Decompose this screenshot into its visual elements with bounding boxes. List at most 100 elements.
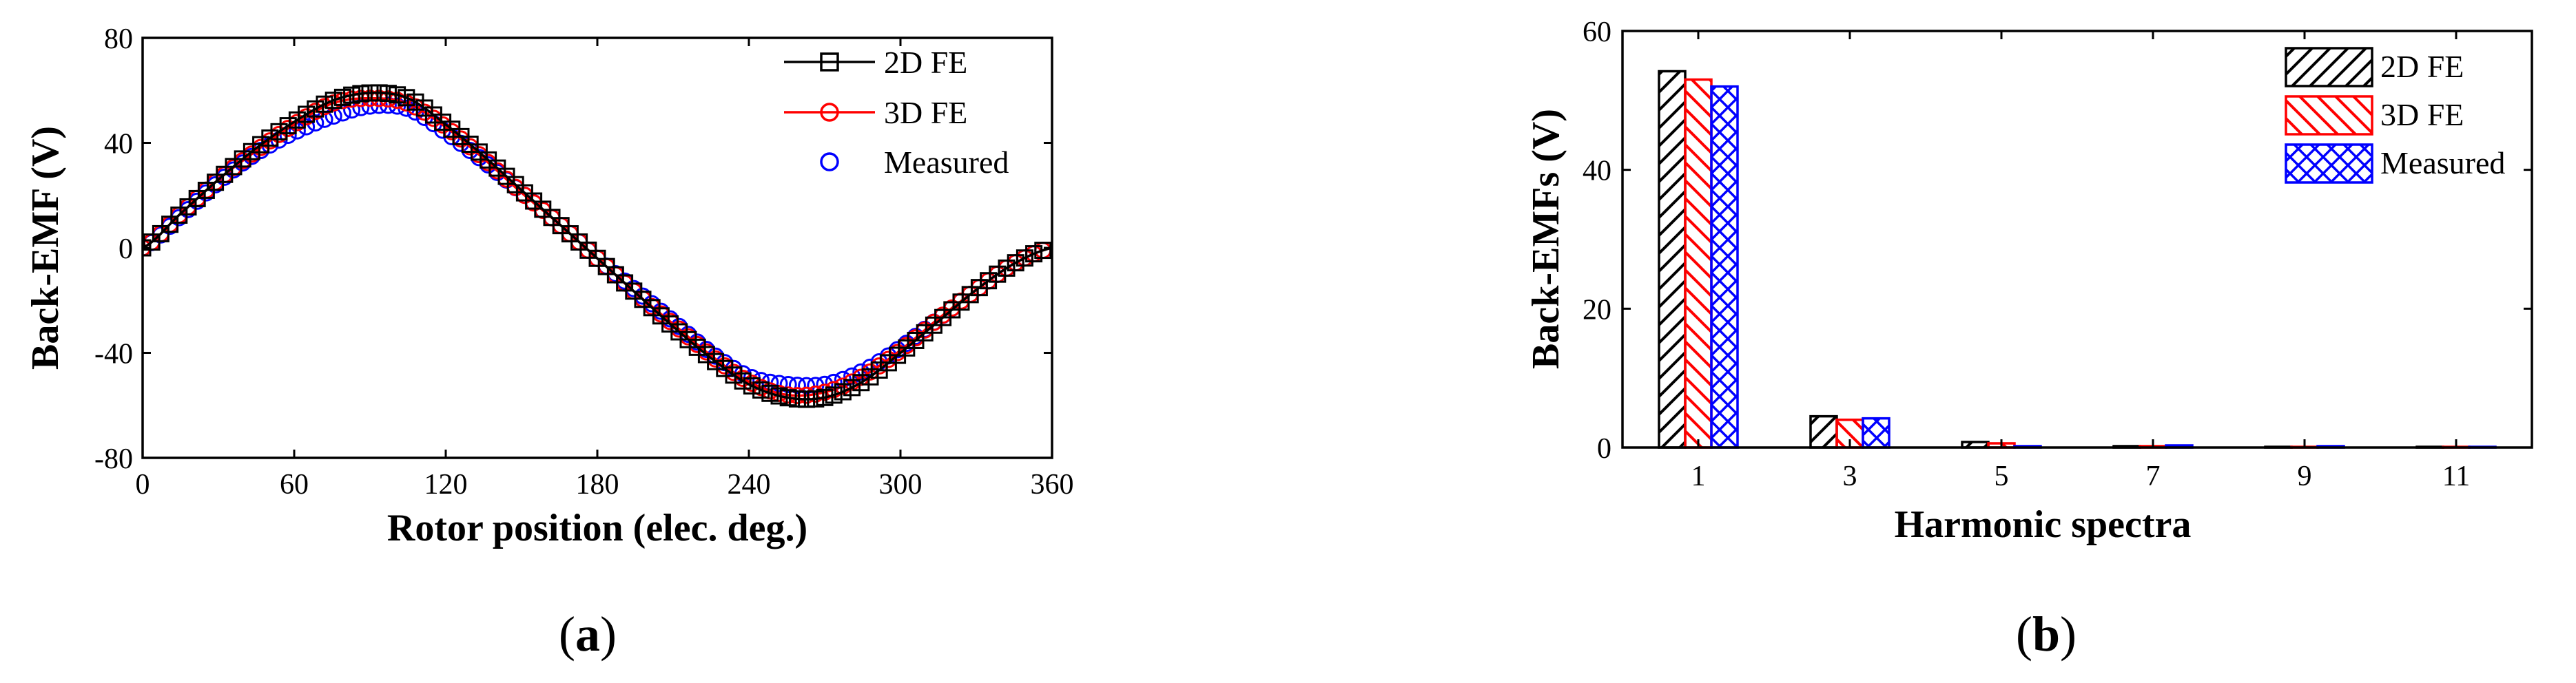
data-point-2d-fe [1025, 245, 1043, 263]
data-point-2d-fe [361, 84, 379, 102]
legend-b-label-measured: Measured [2380, 145, 2505, 180]
data-point-2d-fe [370, 84, 388, 102]
data-point-2d-fe [734, 372, 752, 390]
data-point-2d-fe [779, 389, 797, 407]
chart-b-x-axis-title: Harmonic spectra [1895, 503, 2192, 546]
legend-a-marker-measured [820, 152, 839, 171]
data-point-2d-fe [761, 384, 779, 402]
a-x-tick-label: 0 [136, 469, 150, 501]
panel-label-b: (b) [2016, 607, 2077, 662]
legend-b-swatch-3d-fe [2285, 95, 2373, 136]
a-x-tick-label: 120 [424, 469, 468, 501]
data-point-2d-fe [288, 111, 306, 129]
data-point-2d-fe [152, 224, 169, 242]
b-x-tick-label: 5 [1995, 461, 2009, 492]
a-x-tick-label: 300 [879, 469, 923, 501]
b-x-tick-label: 7 [2146, 461, 2161, 492]
data-point-2d-fe [316, 95, 333, 113]
data-point-measured [788, 377, 806, 395]
legend-a-label-2d-fe: 2D FE [884, 45, 967, 80]
bar-2d-fe-h1 [1658, 70, 1687, 449]
b-y-tick-label: 20 [1583, 294, 1611, 326]
data-point-2d-fe [352, 85, 370, 103]
chart-b-plot-frame [1621, 30, 2533, 449]
chart-a-legend: 2D FE 3D FE Measured [784, 45, 1009, 180]
chart-a: 0 60 120 180 240 300 360 -80 -40 0 40 80 Rotor posi… [24, 23, 1074, 549]
a-x-tick-label: 180 [576, 469, 619, 501]
data-point-2d-fe [843, 379, 861, 397]
series-line-2d-fe [143, 92, 1052, 401]
legend-a-label-measured: Measured [884, 145, 1009, 180]
data-point-2d-fe [161, 216, 179, 233]
data-point-2d-fe [807, 390, 825, 408]
chart-a-x-axis-title: Rotor position (elec. deg.) [387, 507, 807, 549]
chart-a-series-layer [143, 84, 1052, 408]
a-y-tick-label: 80 [104, 23, 133, 55]
legend-b-item-3d-fe: 3D FE [2285, 95, 2464, 136]
data-point-2d-fe [834, 383, 852, 401]
chart-b-legend: 2D FE 3D FE Measured [2285, 47, 2505, 184]
data-point-2d-fe [270, 123, 288, 140]
legend-b-label-2d-fe: 2D FE [2380, 49, 2464, 84]
a-x-tick-label: 240 [728, 469, 771, 501]
b-x-tick-label: 11 [2442, 461, 2470, 492]
chart-b-bars-layer [1658, 70, 2497, 449]
a-y-tick-label: -80 [94, 443, 133, 475]
data-point-2d-fe [406, 93, 424, 111]
data-point-2d-fe [752, 381, 770, 399]
data-point-2d-fe [989, 265, 1007, 283]
b-y-tick-label: 0 [1597, 433, 1611, 465]
data-point-2d-fe [770, 387, 788, 405]
chart-a-ticks: 0 60 120 180 240 300 360 -80 -40 0 40 80 [94, 23, 1074, 501]
legend-a-marker-3d-fe [820, 103, 839, 122]
chart-a-y-axis-title: Back-EMF (V) [24, 126, 67, 370]
legend-b-label-3d-fe: 3D FE [2380, 97, 2464, 132]
panel-label-a: (a) [559, 607, 617, 662]
legend-a-label-3d-fe: 3D FE [884, 95, 967, 130]
a-y-tick-label: 0 [119, 233, 133, 265]
bar-3d-fe-h1 [1684, 78, 1713, 449]
b-y-tick-label: 60 [1583, 17, 1611, 48]
data-point-2d-fe [279, 117, 297, 135]
legend-a-item-3d-fe: 3D FE [784, 95, 967, 130]
data-point-2d-fe [398, 89, 415, 107]
data-point-2d-fe [825, 386, 843, 404]
bar-measured-h3 [1862, 417, 1890, 449]
a-y-tick-label: -40 [94, 339, 133, 370]
data-point-2d-fe [1034, 242, 1052, 260]
a-x-tick-label: 360 [1031, 469, 1074, 501]
data-point-measured [352, 98, 370, 116]
data-point-2d-fe [389, 86, 406, 104]
data-point-2d-fe [852, 374, 870, 392]
legend-a-marker-2d-fe [820, 52, 839, 72]
data-point-2d-fe [1016, 249, 1033, 267]
data-point-2d-fe [333, 88, 351, 106]
legend-b-item-2d-fe: 2D FE [2285, 47, 2464, 87]
a-x-tick-label: 60 [280, 469, 309, 501]
a-y-tick-label: 40 [104, 129, 133, 160]
data-point-2d-fe [798, 390, 816, 408]
b-x-tick-label: 3 [1843, 461, 1857, 492]
bar-measured-h1 [1710, 85, 1739, 449]
data-point-measured [779, 375, 797, 393]
data-point-2d-fe [261, 129, 279, 147]
series-2d-fe [143, 84, 1052, 408]
data-point-2d-fe [816, 388, 834, 406]
data-point-2d-fe [998, 259, 1016, 277]
data-point-2d-fe [788, 390, 806, 408]
data-point-2d-fe [343, 86, 361, 104]
data-point-2d-fe [298, 105, 316, 123]
data-point-2d-fe [743, 377, 761, 395]
legend-b-swatch-measured [2285, 143, 2373, 184]
chart-b-y-axis-title: Back-EMFs (V) [1525, 109, 1567, 369]
data-point-2d-fe [1007, 254, 1024, 272]
chart-b: 0 20 40 60 1 3 5 7 9 11 Harmonic spectra Back-EMF… [1525, 17, 2533, 546]
legend-a-item-measured: Measured [820, 145, 1009, 180]
data-point-2d-fe [307, 100, 324, 118]
chart-b-ticks: 0 20 40 60 1 3 5 7 9 11 [1583, 17, 2532, 492]
legend-b-swatch-2d-fe [2285, 47, 2373, 87]
b-y-tick-label: 40 [1583, 156, 1611, 187]
legend-a-item-2d-fe: 2D FE [784, 45, 967, 80]
bar-2d-fe-h3 [1809, 414, 1838, 449]
